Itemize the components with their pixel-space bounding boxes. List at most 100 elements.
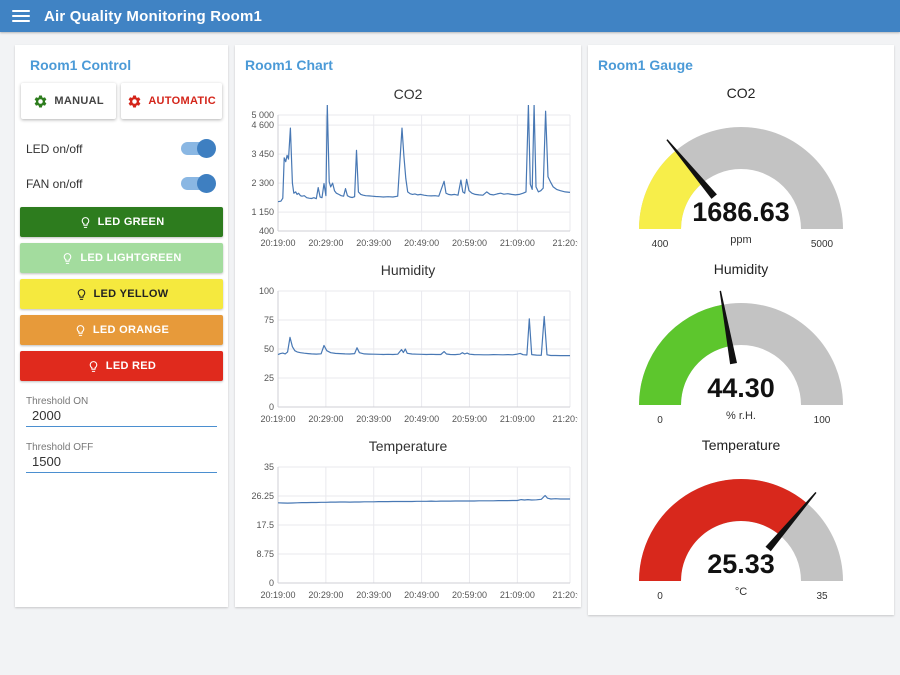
temperature-gauge: 25.33 °C 0 35: [639, 479, 843, 602]
gauge-fill: [639, 479, 807, 581]
temperature-gauge-title: Temperature: [701, 437, 781, 453]
co2-chart-title: CO2: [393, 86, 423, 102]
lightbulb-icon: [77, 288, 85, 300]
x-tick-label: 21:09:00: [500, 590, 535, 600]
x-tick-label: 21:09:00: [500, 414, 535, 424]
threshold-off-label: Threshold OFF: [26, 442, 94, 453]
humidity-chart-title: Humidity: [380, 262, 436, 278]
co2-gauge: 1686.63 ppm 400 5000: [639, 127, 843, 250]
x-tick-label: 21:20:00: [552, 238, 578, 248]
gauge-fill: [639, 150, 703, 229]
temperature-chart-title: Temperature: [368, 438, 448, 454]
gauge-track: [639, 127, 843, 229]
temperature-line-chart: 20:19:00 20:29:00 20:39:00 20:49:00 20:59:00…: [251, 462, 578, 600]
threshold-off-field: Threshold OFF: [26, 442, 217, 473]
led-button-label: LED GREEN: [97, 216, 165, 228]
threshold-on-input[interactable]: [26, 407, 217, 427]
series-line: [277, 315, 570, 357]
co2-line-chart: 20:19:00 20:29:00 20:39:00 20:49:00 20:59:00…: [251, 105, 578, 248]
led-lightgreen-button[interactable]: LED LIGHTGREEN: [20, 243, 223, 273]
humidity-chart-block: Humidity 20:19:00 20:29:00 20:39:00 20:49:0…: [235, 259, 581, 435]
app-header: Air Quality Monitoring Room1: [0, 0, 900, 32]
x-tick-label: 21:20:00: [552, 414, 578, 424]
gauge-needle: [666, 139, 717, 199]
chart-panel: Room1 Chart CO2 20:19:00 20:29:00 20:39:00…: [235, 45, 581, 607]
gear-icon: [128, 95, 141, 107]
gauge-group-title: Room1 Gauge: [598, 57, 693, 73]
humidity-gauge: 44.30 % r.H. 0 100: [639, 290, 843, 426]
toggle-knob: [197, 139, 216, 158]
x-tick-label: 20:29:00: [308, 590, 343, 600]
humidity-gauge-block: Humidity 44.30 % r.H. 0 100: [588, 259, 894, 435]
gauge-value: 44.30: [707, 373, 775, 403]
chart-group-title: Room1 Chart: [245, 57, 333, 73]
lightbulb-icon: [89, 360, 98, 372]
x-tick-label: 20:29:00: [308, 414, 343, 424]
series-line: [277, 494, 570, 504]
y-tick-label: 100: [259, 286, 274, 296]
gauge-min-label: 400: [652, 239, 669, 250]
y-tick-label: 4 600: [251, 120, 274, 130]
gauge-needle: [765, 492, 817, 552]
x-tick-label: 20:39:00: [356, 238, 391, 248]
led-button-label: LED YELLOW: [93, 288, 169, 300]
page-title: Air Quality Monitoring Room1: [44, 7, 263, 25]
gauge-panel: Room1 Gauge CO2 1686.63 ppm 400 5000 Humidi…: [588, 45, 894, 615]
gauge-value: 25.33: [707, 549, 775, 579]
automatic-button[interactable]: AUTOMATIC: [121, 83, 222, 119]
gauge-max-label: 5000: [811, 239, 834, 250]
y-tick-label: 35: [264, 462, 274, 472]
x-tick-label: 20:19:00: [260, 590, 295, 600]
led-orange-button[interactable]: LED ORANGE: [20, 315, 223, 345]
x-tick-label: 20:49:00: [404, 238, 439, 248]
threshold-on-label: Threshold ON: [26, 396, 89, 407]
x-tick-label: 20:29:00: [308, 238, 343, 248]
x-tick-label: 20:39:00: [356, 414, 391, 424]
gauge-unit: ppm: [730, 234, 751, 246]
led-button-stack: LED GREEN LED LIGHTGREEN LED YELLOW LED …: [20, 207, 223, 381]
x-tick-label: 20:39:00: [356, 590, 391, 600]
y-tick-label: 3 450: [251, 149, 274, 159]
gauge-max-label: 100: [814, 415, 831, 426]
x-tick-label: 21:20:00: [552, 590, 578, 600]
mode-button-row: MANUAL AUTOMATIC: [21, 83, 222, 119]
led-red-button[interactable]: LED RED: [20, 351, 223, 381]
y-tick-label: 0: [269, 402, 274, 412]
y-tick-label: 1 150: [251, 207, 274, 217]
toggle-knob: [197, 174, 216, 193]
led-green-button[interactable]: LED GREEN: [20, 207, 223, 237]
x-tick-label: 20:59:00: [452, 238, 487, 248]
gauge-unit: °C: [735, 586, 747, 598]
manual-button[interactable]: MANUAL: [21, 83, 117, 119]
humidity-gauge-title: Humidity: [713, 261, 769, 277]
manual-button-label: MANUAL: [54, 95, 104, 107]
automatic-button-label: AUTOMATIC: [148, 95, 216, 107]
menu-icon[interactable]: [12, 10, 30, 22]
gauge-fill: [639, 304, 731, 405]
gauge-unit: % r.H.: [726, 410, 756, 422]
x-tick-label: 20:59:00: [452, 590, 487, 600]
x-tick-label: 20:19:00: [260, 238, 295, 248]
control-group-title: Room1 Control: [30, 57, 132, 73]
y-tick-label: 5 000: [251, 110, 274, 120]
fan-toggle-label: FAN on/off: [26, 176, 83, 191]
x-tick-label: 20:49:00: [404, 414, 439, 424]
lightbulb-icon: [64, 252, 72, 264]
x-tick-label: 20:59:00: [452, 414, 487, 424]
y-tick-label: 0: [269, 578, 274, 588]
led-toggle-row: LED on/off: [20, 131, 223, 166]
dashboard: Room1 Control MANUAL AUTOMATIC LED on/of…: [0, 32, 900, 615]
led-toggle-switch[interactable]: [181, 139, 216, 158]
gauge-max-label: 35: [816, 591, 828, 602]
y-tick-label: 400: [259, 226, 274, 236]
co2-gauge-block: CO2 1686.63 ppm 400 5000: [588, 83, 894, 259]
gauge-min-label: 0: [657, 591, 663, 602]
humidity-line-chart: 20:19:00 20:29:00 20:39:00 20:49:00 20:59:00…: [259, 286, 578, 424]
led-yellow-button[interactable]: LED YELLOW: [20, 279, 223, 309]
fan-toggle-switch[interactable]: [181, 174, 216, 193]
led-toggle-label: LED on/off: [26, 141, 83, 156]
control-panel: Room1 Control MANUAL AUTOMATIC LED on/of…: [15, 45, 228, 607]
led-button-label: LED ORANGE: [92, 324, 170, 336]
threshold-off-input[interactable]: [26, 453, 217, 473]
y-tick-label: 25: [264, 373, 274, 383]
